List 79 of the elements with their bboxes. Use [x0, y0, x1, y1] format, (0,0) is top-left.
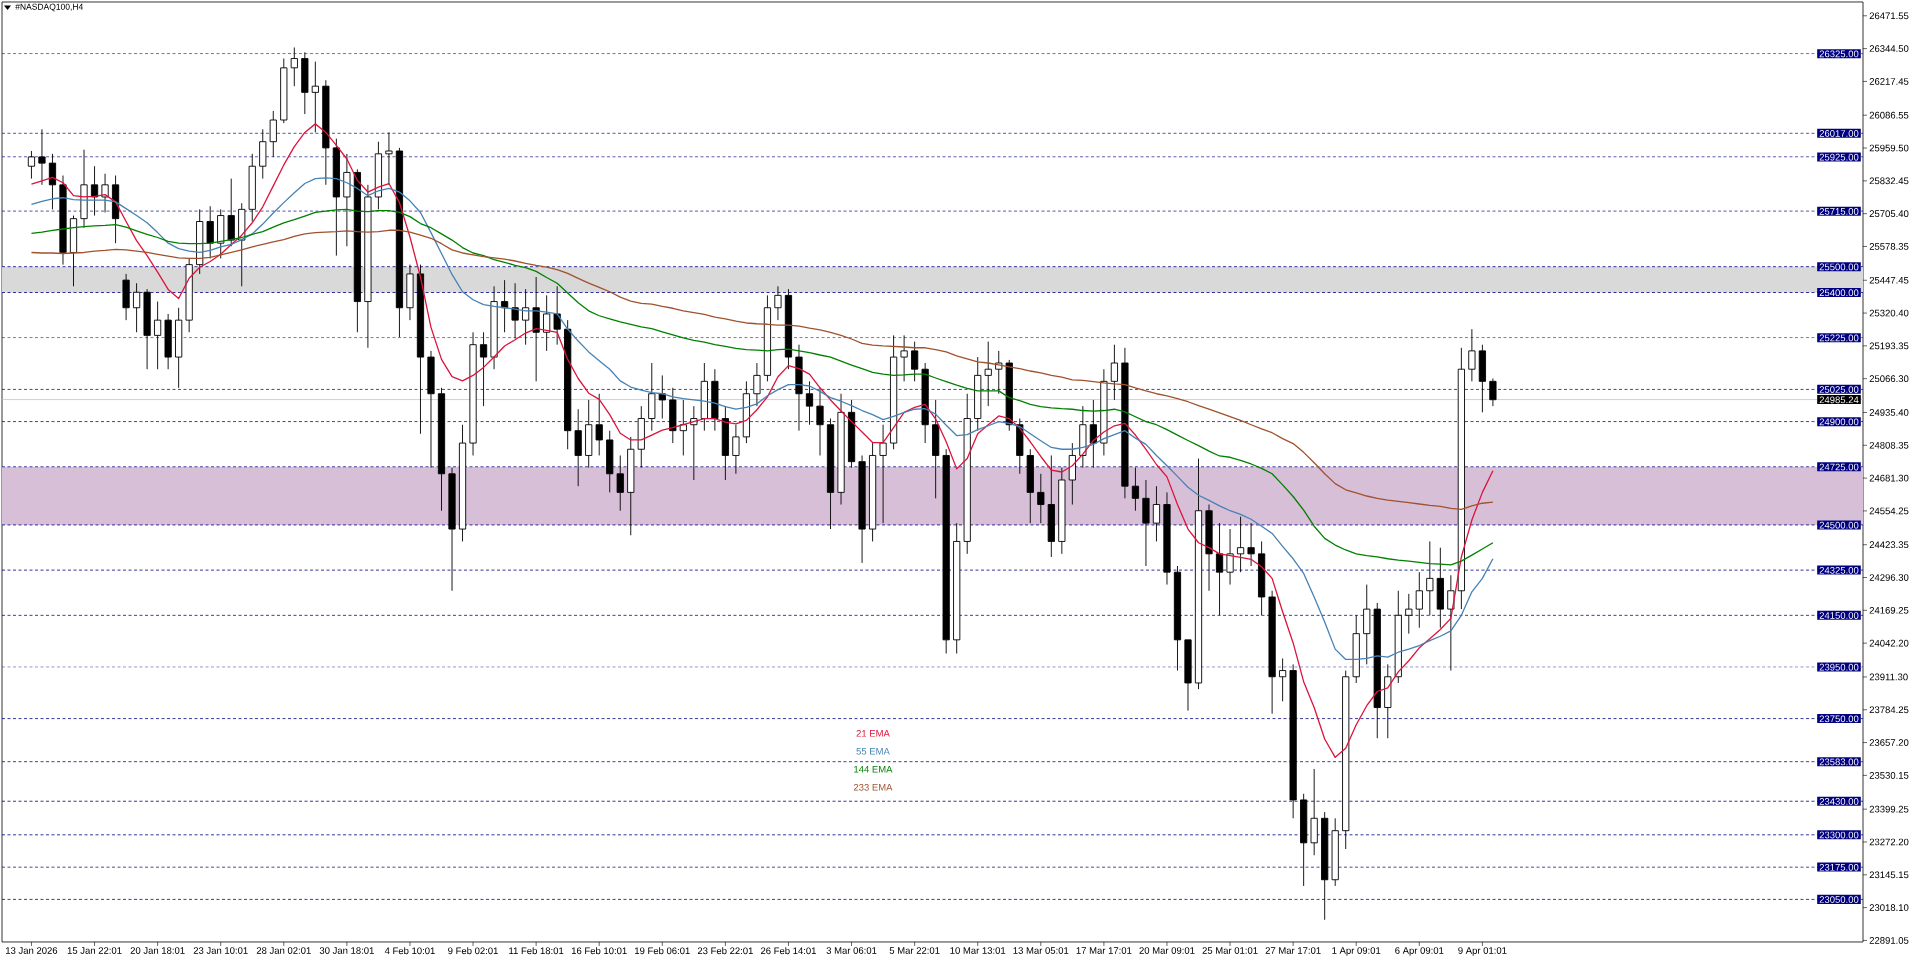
y-tick-label: 23399.25 [1869, 805, 1909, 813]
text: 144 EMA [854, 766, 893, 773]
x-tick-label: 6 Apr 09:01 [1395, 947, 1444, 956]
y-tick-label: 26086.55 [1869, 111, 1909, 119]
y-tick-label: 24042.20 [1869, 639, 1909, 647]
y-tick-label: 22891.05 [1869, 937, 1909, 944]
ref-line-label: 23583.00 [1819, 758, 1859, 766]
x-tick-label: 11 Feb 18:01 [509, 947, 564, 955]
x-tick-label: 9 Feb 02:01 [448, 947, 498, 955]
ref-line-label: 25400.00 [1819, 289, 1859, 297]
x-tick-label: 5 Mar 22:01 [889, 947, 940, 954]
x-tick-label: 20 Mar 09:01 [1139, 947, 1195, 954]
y-tick-label: 23657.20 [1869, 739, 1909, 746]
y-tick-label: 25447.45 [1869, 276, 1909, 284]
y-tick-label: 25705.40 [1869, 210, 1909, 218]
ref-line-label: 24725.00 [1819, 463, 1859, 471]
ref-line-label: 24900.00 [1819, 418, 1859, 426]
y-tick-label: 24169.25 [1869, 606, 1909, 614]
x-tick-label: 1 Apr 09:01 [1332, 947, 1381, 956]
x-tick-label: 9 Apr 01:01 [1458, 947, 1507, 956]
y-tick-label: 23911.30 [1869, 673, 1908, 681]
x-tick-label: 16 Feb 10:01 [571, 947, 627, 955]
ref-line-label: 23300.00 [1819, 831, 1859, 839]
x-tick-label: 23 Feb 22:01 [697, 947, 753, 955]
x-tick-label: 13 Mar 05:01 [1013, 947, 1069, 954]
y-tick-label: 25832.45 [1869, 177, 1909, 185]
x-tick-label: 19 Feb 06:01 [635, 947, 690, 955]
y-tick-label: 24935.40 [1869, 409, 1909, 416]
ref-line-label: 23750.00 [1819, 715, 1859, 723]
text: 21 EMA [856, 729, 890, 737]
x-tick-label: 26 Feb 14:01 [760, 947, 816, 955]
ref-line-label: 23950.00 [1819, 663, 1859, 671]
ref-line-label: 24985.24 [1819, 396, 1859, 404]
x-tick-label: 10 Mar 13:01 [950, 947, 1006, 954]
ref-line-label: 23050.00 [1819, 896, 1859, 903]
x-tick-label: 30 Jan 18:01 [319, 947, 374, 954]
y-tick-label: 25959.50 [1869, 144, 1909, 152]
x-tick-label: 15 Jan 22:01 [67, 947, 122, 954]
ref-line-label: 24325.00 [1819, 566, 1859, 574]
x-tick-label: 4 Feb 10:01 [384, 947, 435, 955]
y-tick-label: 26344.50 [1869, 45, 1909, 52]
text: 233 EMA [853, 783, 893, 791]
y-tick-label: 26471.55 [1869, 12, 1909, 20]
y-tick-label: 25320.40 [1869, 309, 1909, 317]
ref-line-label: 25500.00 [1819, 263, 1859, 271]
y-tick-label: 23018.10 [1869, 904, 1909, 911]
y-tick-label: 23530.15 [1869, 772, 1909, 779]
y-tick-label: 24554.25 [1869, 507, 1909, 515]
ref-line-label: 25025.00 [1819, 386, 1859, 393]
ref-line-label: 24150.00 [1819, 612, 1859, 619]
ref-line-label: 23175.00 [1819, 863, 1859, 871]
ref-line-label: 25715.00 [1819, 208, 1859, 215]
y-tick-label: 24296.30 [1869, 574, 1909, 581]
chart-title: #NASDAQ100,H4 [15, 3, 83, 12]
y-tick-label: 23784.25 [1869, 706, 1909, 714]
ref-line-label: 25925.00 [1819, 153, 1859, 161]
y-tick-label: 25066.30 [1869, 375, 1909, 383]
y-tick-label: 24423.35 [1869, 541, 1909, 549]
y-tick-label: 26217.45 [1869, 78, 1909, 85]
x-tick-label: 17 Mar 17:01 [1076, 947, 1132, 954]
ref-line-label: 26017.00 [1819, 130, 1859, 137]
y-tick-label: 25193.35 [1869, 342, 1909, 350]
ref-line-label: 24500.00 [1819, 521, 1859, 529]
ref-line-label: 23430.00 [1819, 798, 1859, 805]
y-tick-label: 23272.20 [1869, 838, 1909, 846]
text: 55 EMA [856, 747, 890, 755]
x-tick-label: 13 Jan 2026 [6, 947, 58, 954]
y-tick-label: 23145.15 [1869, 871, 1909, 879]
y-tick-label: 25578.35 [1869, 243, 1909, 250]
x-tick-label: 3 Mar 06:01 [826, 947, 877, 954]
x-tick-label: 25 Mar 01:01 [1202, 947, 1258, 954]
y-tick-label: 24808.35 [1869, 441, 1909, 449]
x-tick-label: 23 Jan 10:01 [193, 947, 248, 954]
y-tick-label: 24681.30 [1869, 474, 1909, 482]
x-tick-label: 27 Mar 17:01 [1265, 947, 1321, 954]
x-tick-label: 28 Jan 02:01 [256, 947, 311, 954]
ref-line-label: 26325.00 [1819, 50, 1859, 58]
x-tick-label: 20 Jan 18:01 [130, 947, 185, 954]
ref-line-label: 25225.00 [1819, 334, 1859, 342]
